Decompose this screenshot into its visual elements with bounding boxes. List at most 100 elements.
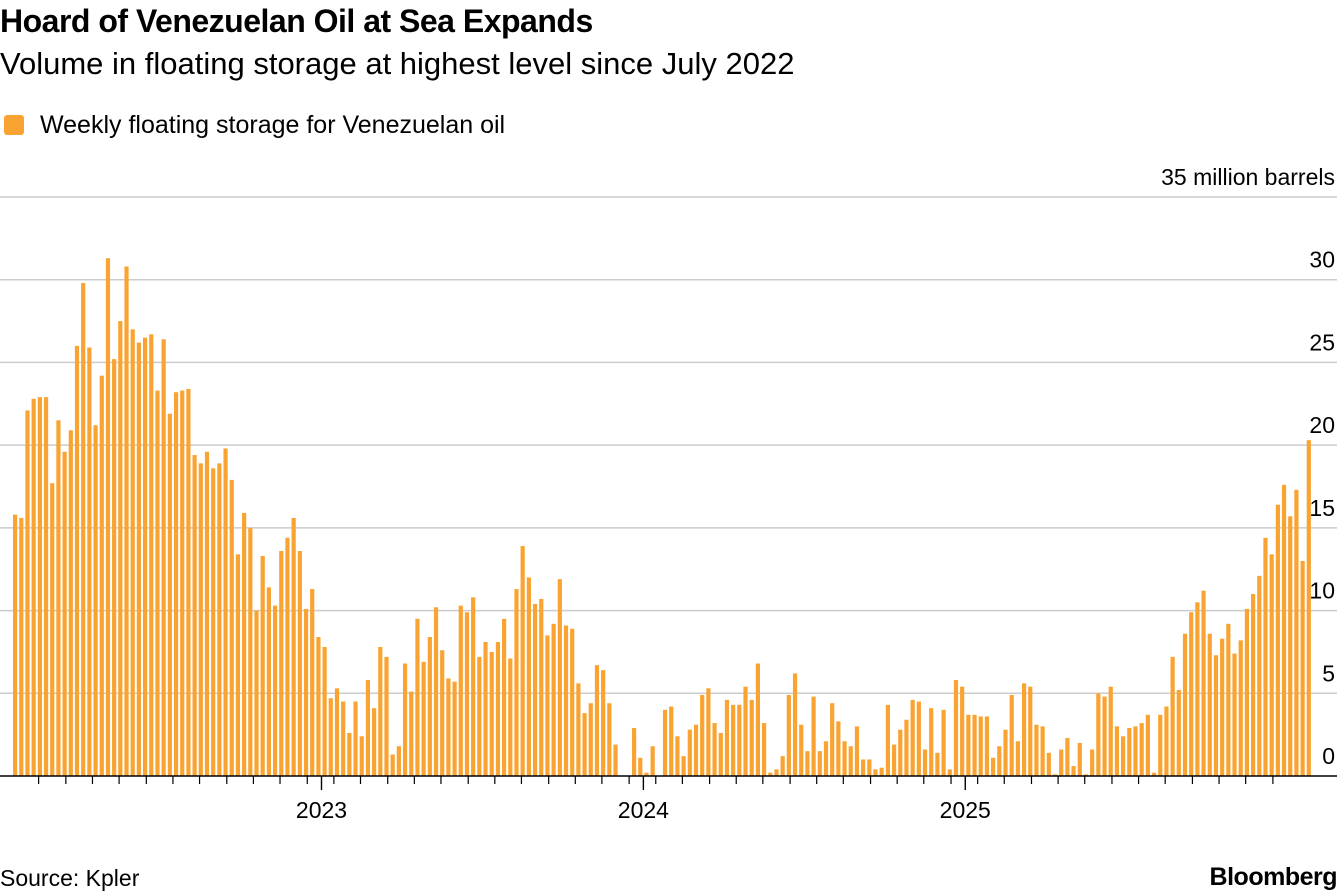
legend: Weekly floating storage for Venezuelan o…: [4, 107, 505, 143]
bar: [62, 451, 67, 776]
bar: [1034, 724, 1039, 776]
bar: [285, 537, 290, 776]
bar: [50, 483, 55, 776]
bar: [93, 425, 98, 776]
bar: [1288, 516, 1293, 776]
bar: [669, 706, 674, 776]
bar: [662, 709, 668, 776]
bar: [613, 744, 618, 776]
bar: [724, 699, 730, 776]
bar: [56, 420, 61, 776]
bar: [904, 719, 909, 776]
bar: [105, 258, 111, 776]
bar: [885, 704, 890, 776]
bar: [941, 709, 946, 776]
bar: [929, 708, 934, 776]
bar: [997, 746, 1002, 776]
bar: [378, 646, 383, 776]
bar: [953, 680, 959, 776]
bar: [1133, 726, 1138, 776]
bar: [242, 512, 247, 776]
bar: [1077, 742, 1082, 776]
bar: [464, 612, 470, 776]
bar: [1071, 766, 1076, 776]
bar: [960, 686, 965, 776]
bar: [254, 610, 259, 776]
bar: [1220, 638, 1225, 776]
bar: [495, 642, 501, 776]
bar: [74, 345, 80, 776]
bar: [458, 605, 463, 776]
bar: [873, 769, 878, 776]
bar: [1213, 655, 1219, 776]
bar: [25, 410, 30, 776]
bar: [768, 772, 773, 776]
bar: [180, 390, 185, 776]
bar: [545, 635, 550, 776]
bar: [1244, 608, 1250, 776]
bar: [1238, 640, 1243, 776]
bar: [1065, 737, 1070, 776]
bar: [112, 359, 117, 776]
bar: [365, 680, 371, 776]
bar: [118, 321, 123, 776]
bar: [1090, 749, 1095, 776]
bar: [87, 347, 92, 776]
bar: [991, 757, 996, 776]
bar: [223, 448, 228, 776]
bar: [1028, 686, 1033, 776]
bar: [483, 642, 488, 776]
bar: [687, 729, 692, 776]
bar: [1127, 728, 1132, 776]
bar: [477, 656, 482, 776]
y-tick-label: 15: [1309, 495, 1335, 521]
bar: [433, 607, 439, 776]
bar: [248, 527, 253, 776]
bar: [817, 751, 822, 776]
y-tick-label: 10: [1309, 578, 1335, 604]
bar: [155, 390, 160, 776]
bar: [1015, 741, 1020, 776]
bar: [81, 283, 86, 776]
bar: [452, 681, 457, 776]
bar: [1170, 656, 1175, 776]
bar: [588, 703, 593, 776]
bar: [520, 546, 525, 776]
bar: [638, 757, 643, 776]
bar: [341, 701, 346, 776]
bar: [471, 597, 476, 776]
bar: [842, 741, 847, 776]
bar: [1182, 633, 1188, 776]
y-tick-label: 30: [1309, 247, 1335, 273]
bar: [316, 637, 321, 776]
bar: [681, 756, 686, 776]
bar: [1306, 440, 1311, 776]
bar: [570, 628, 575, 776]
bar: [508, 658, 513, 776]
bar: [935, 752, 940, 776]
bar: [440, 650, 445, 776]
bar: [322, 646, 327, 776]
bar: [1201, 590, 1206, 776]
bar: [211, 468, 216, 776]
bar: [384, 656, 389, 776]
bar: [421, 661, 426, 776]
bar: [582, 713, 587, 776]
bar: [328, 698, 333, 776]
bar: [372, 708, 377, 776]
bar: [706, 688, 711, 776]
bar: [576, 683, 581, 776]
bar: [867, 759, 872, 776]
bar: [761, 723, 767, 776]
bar: [1189, 612, 1194, 776]
bar: [644, 772, 649, 776]
bar: [1003, 729, 1008, 776]
bar: [235, 554, 241, 776]
bar: [272, 605, 278, 776]
bar: [1102, 696, 1107, 776]
bar: [1232, 653, 1237, 776]
bar: [204, 451, 210, 776]
bar: [737, 704, 742, 776]
bar: [1207, 633, 1212, 776]
bar: [99, 375, 104, 776]
